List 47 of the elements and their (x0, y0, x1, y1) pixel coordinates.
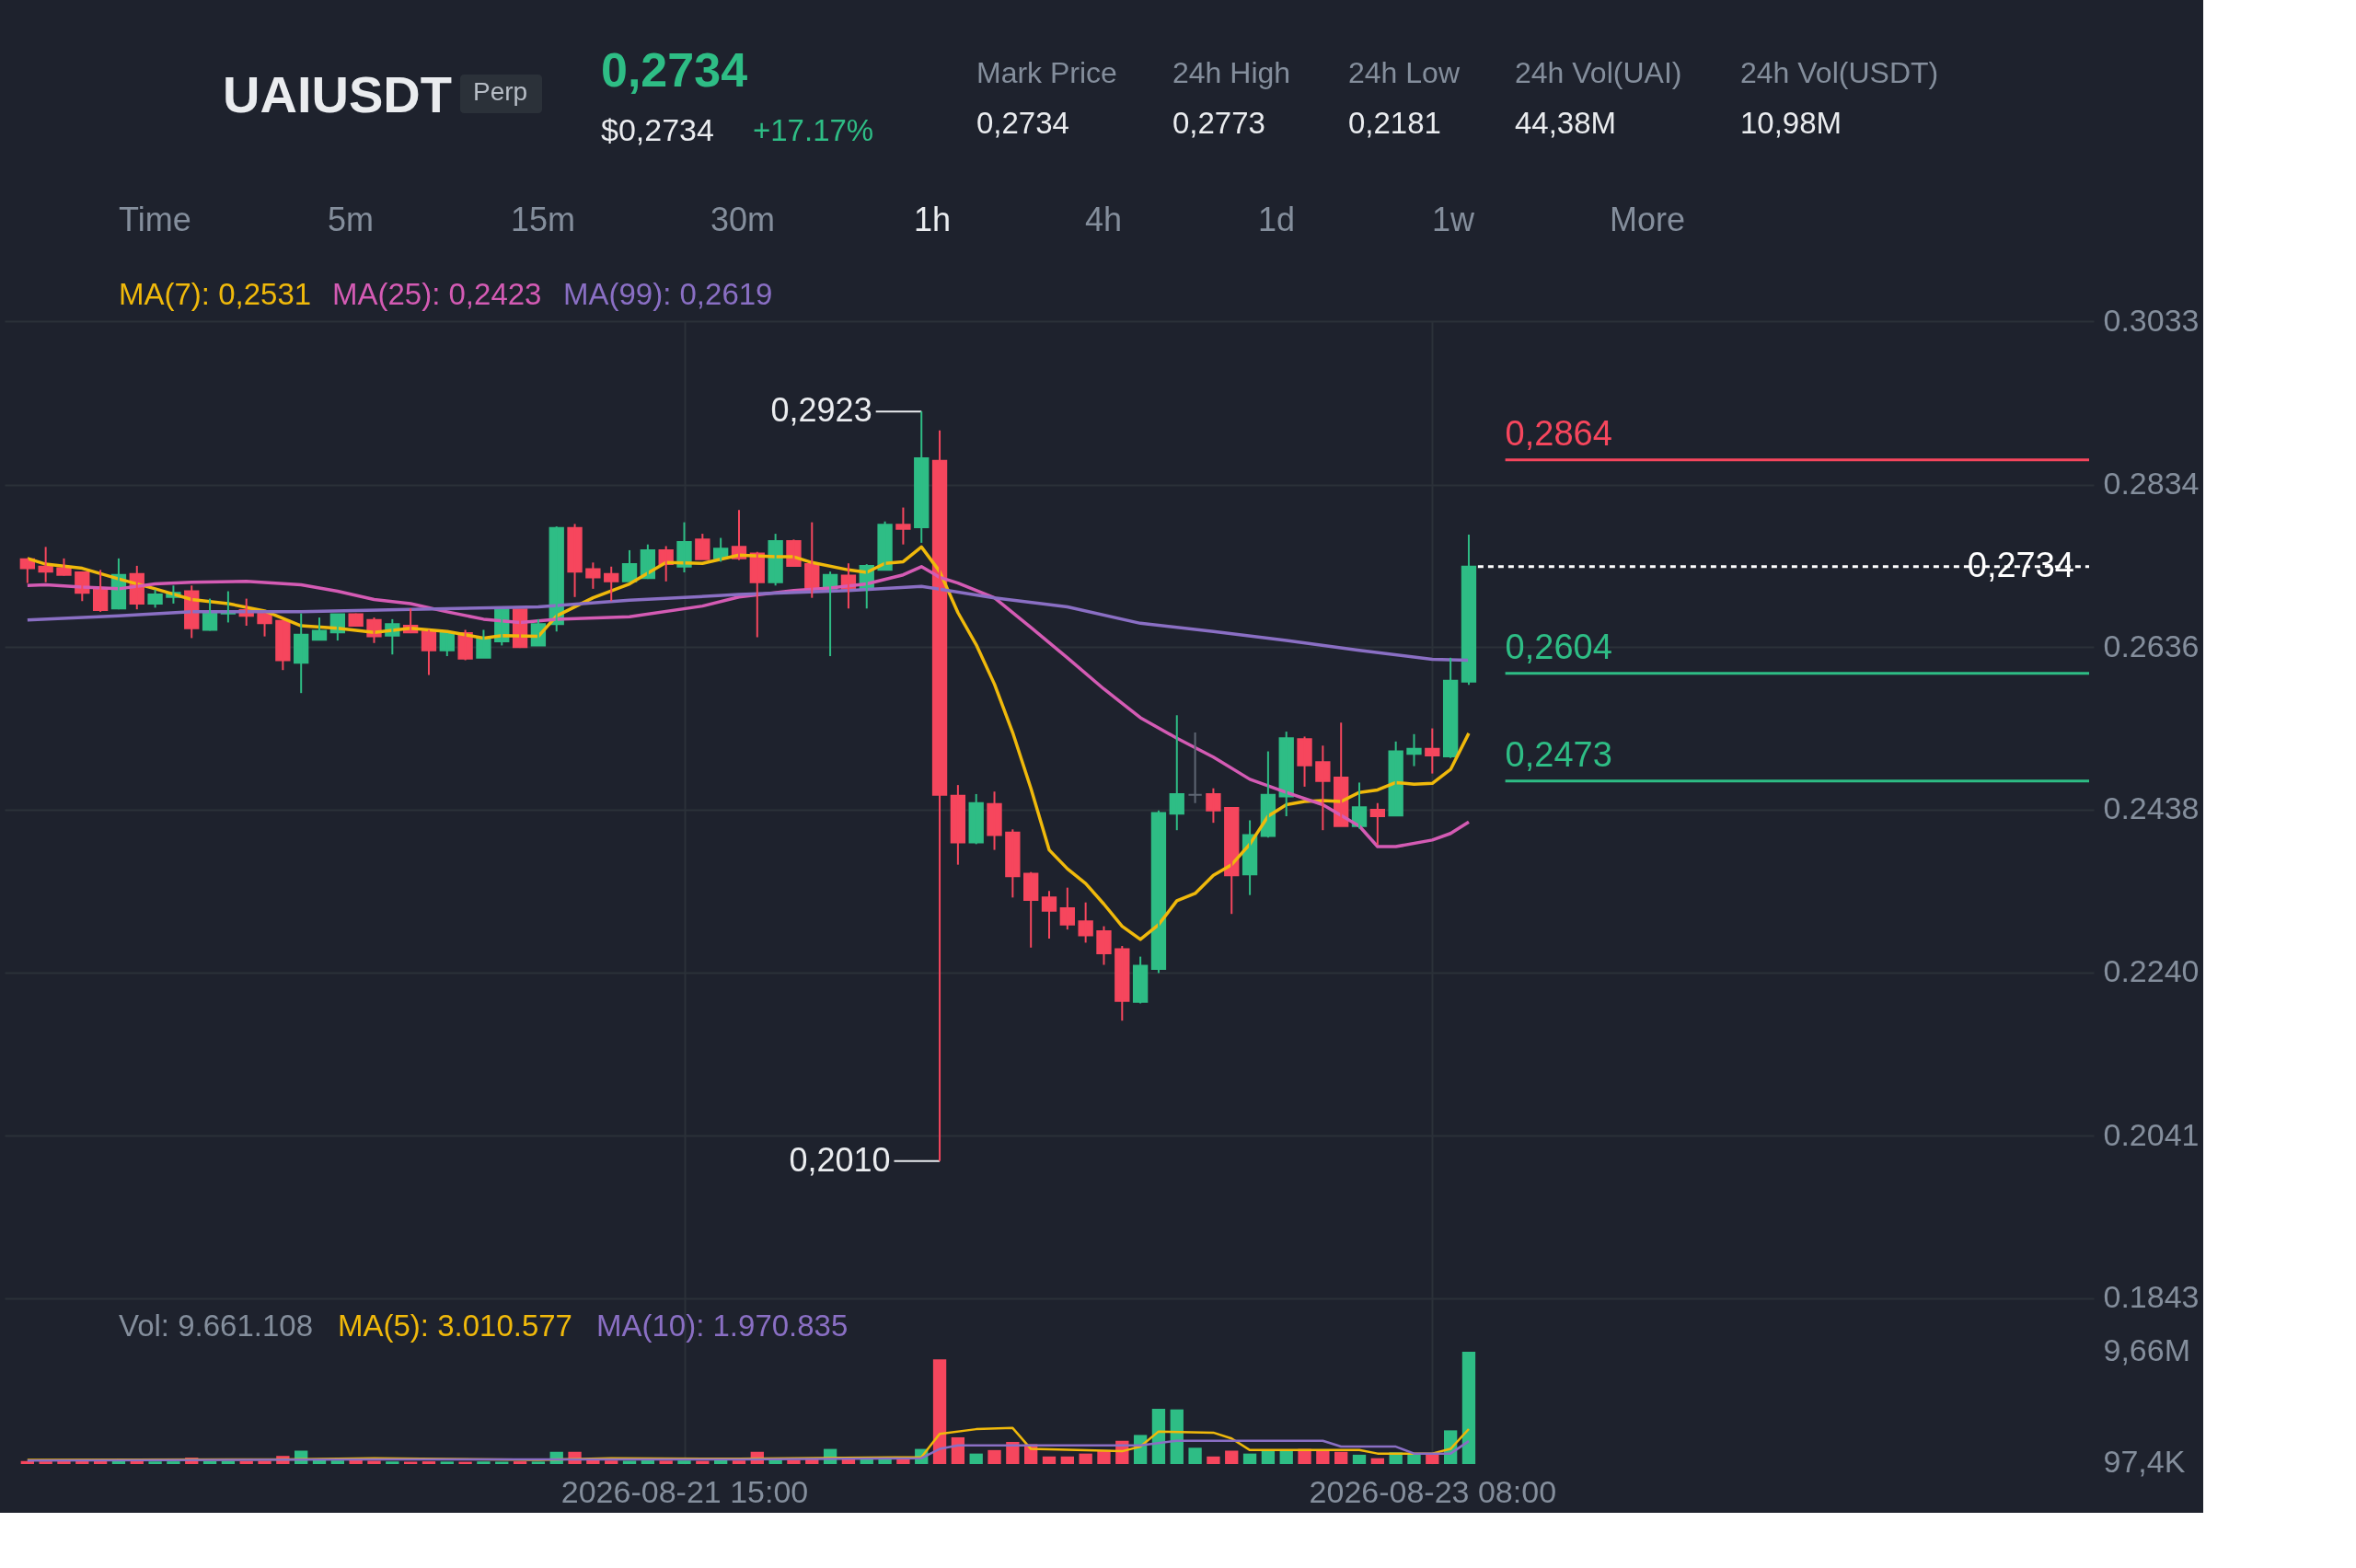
y2-tick-label: 9,66M (2103, 1332, 2190, 1368)
text: 24h Low (1348, 56, 1461, 89)
text: 24h Vol(USDT) (1740, 56, 1939, 89)
text: $0,2734 (601, 112, 714, 147)
ref-line-label: 0,2734 (1967, 545, 2074, 584)
text: 24h Vol(UAI) (1515, 56, 1682, 89)
text: 44,38M (1515, 106, 1617, 140)
ref-line-label: 0,2473 (1505, 734, 1612, 774)
text: 5m (328, 201, 375, 238)
chart-subtitle: Perp (473, 77, 528, 106)
y-tick-label: 0.2041 (2103, 1116, 2200, 1152)
text: MA(99): 0,2619 (563, 277, 773, 311)
text: 0,2734 (976, 106, 1069, 140)
text: Mark Price (976, 56, 1117, 89)
text: 1w (1432, 201, 1476, 238)
text: More (1610, 201, 1686, 238)
annotation: MA(5): 3.010.577 (338, 1309, 572, 1343)
text: 1h (914, 201, 952, 238)
text: 0,2181 (1348, 106, 1441, 140)
y-tick-label: 0.2636 (2103, 628, 2200, 663)
text: Time (119, 201, 191, 238)
y-tick-label: 0.1843 (2103, 1279, 2200, 1315)
x-tick-label: 2026-08-21 15:00 (560, 1473, 809, 1509)
y2-tick-label: 97,4K (2103, 1444, 2186, 1480)
ref-line-label: 0,2864 (1505, 413, 1612, 453)
y-tick-label: 0.2240 (2103, 953, 2200, 989)
annotation: 0,2923 (770, 391, 872, 430)
text: 0,2734 (601, 43, 748, 97)
text: +17.17% (753, 113, 874, 147)
text: 10,98M (1740, 106, 1842, 140)
y-tick-label: 0.3033 (2103, 302, 2200, 338)
text: MA(7): 0,2531 (119, 277, 312, 311)
annotation: 0,2010 (789, 1140, 891, 1179)
annotation: MA(10): 1.970.835 (596, 1309, 849, 1343)
ref-line-label: 0,2604 (1505, 627, 1612, 666)
text: 1d (1258, 201, 1296, 238)
text: 4h (1085, 201, 1123, 238)
text: 24h High (1172, 56, 1291, 89)
y-tick-label: 0.2438 (2103, 790, 2200, 826)
text: 15m (511, 201, 576, 238)
x-tick-label: 2026-08-23 08:00 (1309, 1473, 1557, 1509)
annotation: Vol: 9.661.108 (119, 1309, 314, 1343)
y-tick-label: 0.2834 (2103, 466, 2200, 502)
text: MA(25): 0,2423 (332, 277, 542, 311)
text: 0,2773 (1172, 106, 1265, 140)
text: 30m (710, 201, 776, 238)
chart-title: UAIUSDT (223, 65, 452, 123)
